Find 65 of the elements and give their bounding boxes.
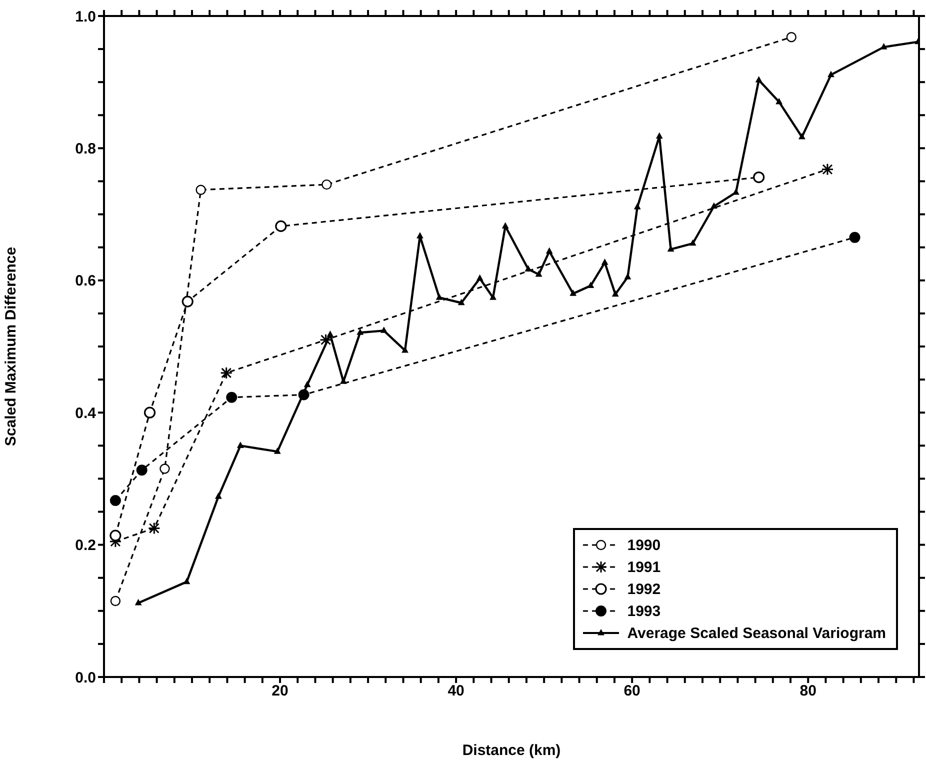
point (502, 222, 508, 228)
point (184, 578, 190, 584)
point (536, 270, 542, 277)
point (160, 464, 170, 474)
point (656, 132, 662, 139)
legend-label: 1992 (627, 580, 661, 598)
x-axis-title: Distance (km) (462, 742, 561, 759)
x-tick-label: 20 (272, 682, 288, 700)
point (546, 248, 552, 254)
legend-label: Average Scaled Seasonal Variogram (627, 624, 886, 642)
point (798, 133, 806, 140)
point (776, 98, 782, 104)
point (135, 599, 142, 606)
point (380, 327, 387, 333)
point (880, 44, 887, 50)
point (570, 290, 576, 296)
point (753, 171, 765, 184)
point (237, 442, 244, 448)
point (634, 204, 640, 210)
point (357, 329, 364, 335)
point (732, 188, 740, 195)
x-tick-label: 60 (624, 682, 640, 700)
point (322, 179, 332, 190)
point (476, 274, 483, 281)
point (304, 381, 310, 388)
point (828, 71, 834, 78)
point (690, 240, 696, 246)
y-tick-label: 0.2 (75, 537, 96, 554)
point (756, 76, 762, 82)
legend-label: 1993 (627, 602, 661, 620)
point (710, 202, 718, 209)
point (110, 530, 122, 542)
point (136, 464, 148, 476)
point (144, 406, 156, 418)
y-tick-label: 0.4 (75, 404, 97, 422)
point (327, 331, 334, 337)
x-tick-label: 80 (800, 682, 816, 700)
point (849, 232, 860, 243)
point (602, 259, 608, 265)
point (458, 299, 464, 306)
point (275, 220, 287, 232)
x-tick-label: 40 (448, 682, 464, 700)
point (340, 378, 346, 384)
point (226, 392, 238, 403)
point (436, 294, 442, 300)
point (490, 294, 496, 300)
point (612, 290, 618, 297)
point (196, 184, 206, 195)
point (624, 274, 631, 280)
point (215, 493, 222, 499)
y-tick-label: 0.0 (75, 669, 96, 686)
legend-label: 1991 (627, 558, 661, 576)
point (182, 296, 194, 308)
point (786, 32, 796, 42)
legend-label: 1990 (627, 536, 661, 554)
point (274, 448, 280, 454)
y-tick-label: 0.8 (75, 140, 96, 158)
point (402, 346, 408, 353)
y-tick-label: 1.0 (75, 8, 96, 26)
point (110, 495, 121, 506)
point (110, 596, 121, 606)
y-axis-title: Scaled Maximum Difference (2, 246, 20, 446)
point (416, 232, 424, 238)
point (298, 389, 310, 400)
y-tick-label: 0.6 (75, 272, 96, 290)
